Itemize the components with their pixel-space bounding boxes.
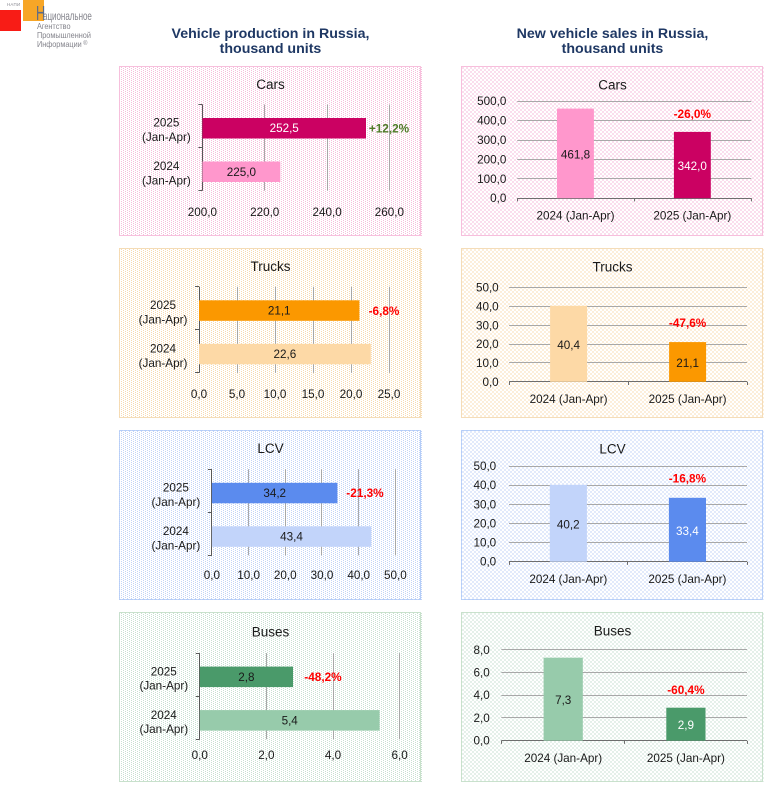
svg-text:2024: 2024 (153, 160, 180, 173)
svg-text:(Jan-Apr): (Jan-Apr) (151, 495, 200, 508)
svg-text:-6,8%: -6,8% (368, 303, 399, 317)
svg-text:-16,8%: -16,8% (668, 471, 706, 485)
svg-text:50,0: 50,0 (384, 569, 407, 582)
svg-text:2025 (Jan-Apr): 2025 (Jan-Apr) (653, 209, 731, 222)
svg-text:2024 (Jan-Apr): 2024 (Jan-Apr) (529, 393, 607, 406)
svg-text:2025: 2025 (149, 299, 176, 312)
svg-text:2025 (Jan-Apr): 2025 (Jan-Apr) (648, 573, 726, 586)
svg-text:(Jan-Apr): (Jan-Apr) (138, 356, 187, 369)
svg-text:260,0: 260,0 (374, 206, 404, 219)
svg-text:2,9: 2,9 (677, 719, 693, 732)
svg-text:20,0: 20,0 (473, 517, 496, 530)
svg-text:21,1: 21,1 (676, 356, 699, 369)
svg-text:500,0: 500,0 (477, 95, 507, 108)
svg-text:30,0: 30,0 (475, 319, 498, 332)
svg-text:2024: 2024 (162, 525, 189, 538)
svg-text:225,0: 225,0 (226, 165, 256, 178)
svg-text:30,0: 30,0 (310, 569, 333, 582)
svg-text:-21,3%: -21,3% (346, 486, 384, 500)
svg-text:Cars: Cars (598, 77, 627, 92)
svg-text:22,6: 22,6 (273, 348, 296, 361)
svg-text:+12,2%: +12,2% (368, 121, 409, 135)
svg-text:10,0: 10,0 (475, 357, 498, 370)
svg-text:-48,2%: -48,2% (304, 670, 342, 684)
svg-text:50,0: 50,0 (473, 460, 496, 473)
svg-text:2,0: 2,0 (473, 712, 490, 725)
svg-text:-60,4%: -60,4% (667, 683, 705, 697)
svg-text:40,0: 40,0 (473, 479, 496, 492)
svg-text:21,1: 21,1 (267, 304, 290, 317)
svg-text:0,0: 0,0 (473, 734, 490, 747)
svg-text:10,0: 10,0 (473, 536, 496, 549)
svg-text:Trucks: Trucks (250, 259, 290, 274)
svg-text:34,2: 34,2 (263, 487, 286, 500)
svg-text:15,0: 15,0 (301, 388, 324, 401)
svg-text:2025: 2025 (153, 116, 180, 129)
svg-text:-26,0%: -26,0% (673, 107, 711, 121)
svg-text:5,4: 5,4 (281, 714, 298, 727)
svg-text:2025: 2025 (150, 665, 177, 678)
svg-text:(Jan-Apr): (Jan-Apr) (151, 539, 200, 552)
svg-text:2025: 2025 (162, 481, 189, 494)
svg-text:40,0: 40,0 (475, 300, 498, 313)
svg-text:200,0: 200,0 (477, 153, 507, 166)
svg-text:240,0: 240,0 (312, 206, 342, 219)
svg-text:2024 (Jan-Apr): 2024 (Jan-Apr) (524, 752, 602, 765)
svg-text:7,3: 7,3 (555, 694, 571, 707)
svg-text:6,0: 6,0 (391, 749, 408, 762)
svg-text:2024: 2024 (149, 342, 176, 355)
svg-text:2024 (Jan-Apr): 2024 (Jan-Apr) (529, 573, 607, 586)
svg-text:0,0: 0,0 (482, 375, 499, 388)
svg-text:33,4: 33,4 (676, 524, 699, 537)
svg-text:20,0: 20,0 (475, 338, 498, 351)
svg-text:Cars: Cars (256, 77, 285, 92)
svg-text:2,8: 2,8 (238, 670, 254, 683)
svg-text:20,0: 20,0 (273, 569, 296, 582)
svg-text:LCV: LCV (599, 441, 625, 456)
svg-text:0,0: 0,0 (203, 569, 220, 582)
svg-text:25,0: 25,0 (377, 388, 400, 401)
svg-text:LCV: LCV (257, 441, 283, 456)
svg-text:40,4: 40,4 (557, 338, 580, 351)
svg-text:220,0: 220,0 (250, 206, 280, 219)
svg-text:4,0: 4,0 (473, 689, 490, 702)
svg-text:50,0: 50,0 (475, 281, 498, 294)
svg-text:0,0: 0,0 (490, 192, 507, 205)
svg-text:Trucks: Trucks (592, 259, 632, 274)
svg-text:2024: 2024 (150, 708, 177, 721)
svg-text:(Jan-Apr): (Jan-Apr) (142, 131, 191, 144)
svg-text:252,5: 252,5 (269, 122, 299, 135)
svg-text:2,0: 2,0 (258, 749, 275, 762)
svg-text:(Jan-Apr): (Jan-Apr) (139, 679, 188, 692)
svg-text:-47,6%: -47,6% (668, 316, 706, 330)
svg-text:0,0: 0,0 (190, 388, 207, 401)
svg-text:342,0: 342,0 (677, 160, 707, 173)
svg-text:(Jan-Apr): (Jan-Apr) (138, 313, 187, 326)
svg-text:20,0: 20,0 (339, 388, 362, 401)
svg-text:461,8: 461,8 (560, 148, 589, 161)
svg-text:40,2: 40,2 (556, 518, 579, 531)
svg-text:2025 (Jan-Apr): 2025 (Jan-Apr) (646, 752, 724, 765)
svg-text:2024 (Jan-Apr): 2024 (Jan-Apr) (536, 209, 614, 222)
svg-text:Buses: Buses (251, 624, 289, 639)
svg-text:0,0: 0,0 (479, 555, 496, 568)
svg-text:30,0: 30,0 (473, 498, 496, 511)
svg-text:Buses: Buses (593, 623, 631, 638)
svg-text:0,0: 0,0 (191, 749, 208, 762)
svg-text:40,0: 40,0 (347, 569, 370, 582)
svg-text:(Jan-Apr): (Jan-Apr) (142, 174, 191, 187)
svg-text:300,0: 300,0 (477, 134, 507, 147)
svg-text:10,0: 10,0 (237, 569, 260, 582)
svg-text:6,0: 6,0 (473, 666, 490, 679)
svg-text:400,0: 400,0 (477, 114, 507, 127)
svg-text:200,0: 200,0 (187, 206, 217, 219)
svg-text:4,0: 4,0 (324, 749, 341, 762)
svg-text:2025 (Jan-Apr): 2025 (Jan-Apr) (648, 393, 726, 406)
svg-text:10,0: 10,0 (263, 388, 286, 401)
svg-text:100,0: 100,0 (477, 172, 507, 185)
svg-text:8,0: 8,0 (473, 643, 490, 656)
svg-text:43,4: 43,4 (280, 530, 303, 543)
svg-text:(Jan-Apr): (Jan-Apr) (139, 723, 188, 736)
svg-text:5,0: 5,0 (228, 388, 245, 401)
